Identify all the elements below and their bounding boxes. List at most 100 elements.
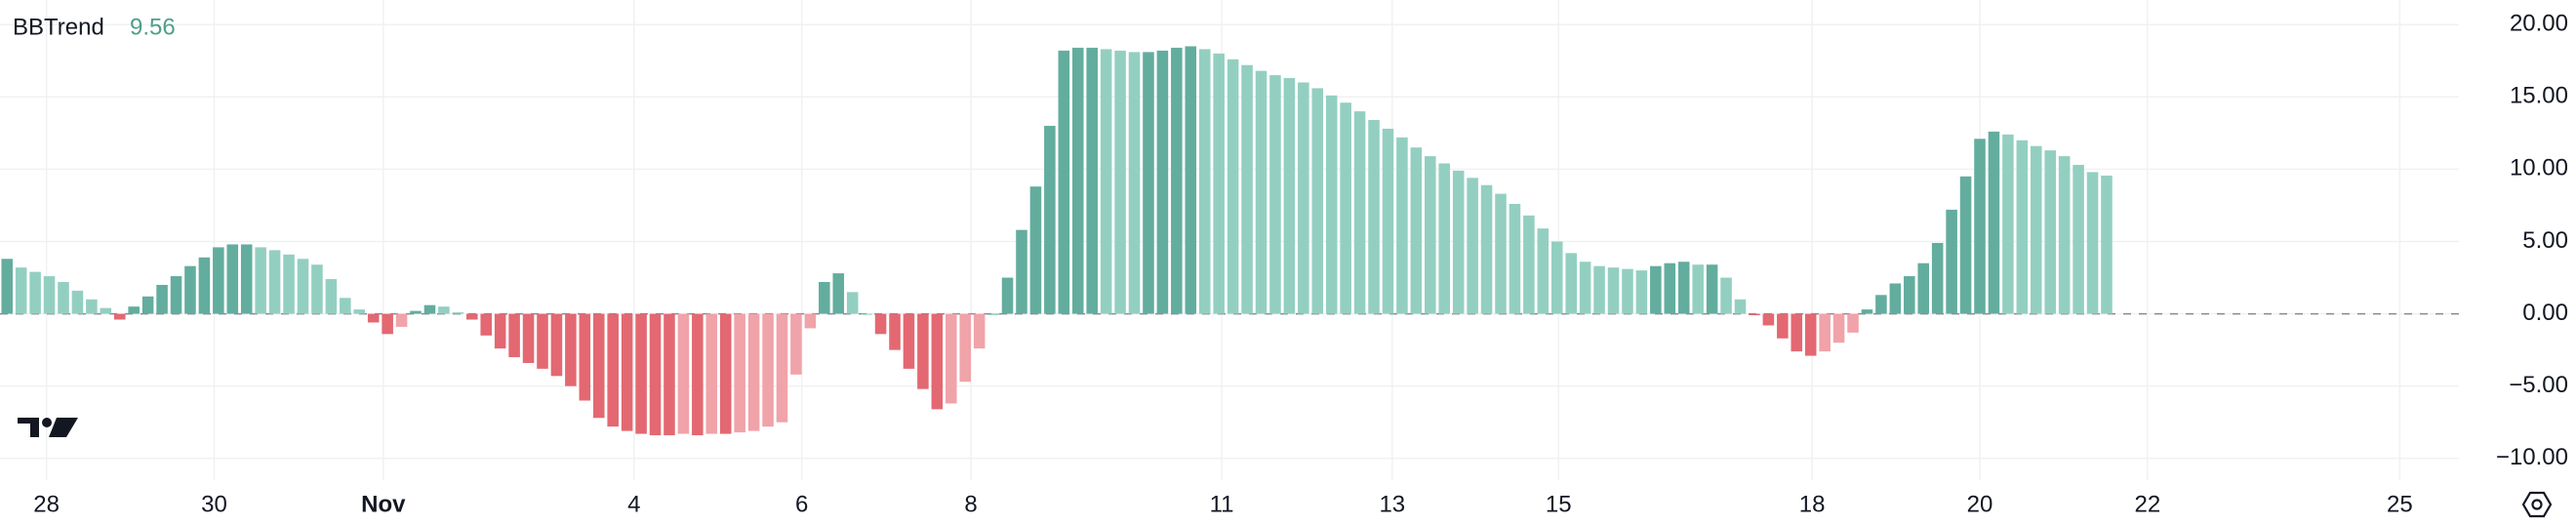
bar — [128, 306, 140, 314]
x-tick-label: 13 — [1379, 491, 1405, 517]
bar — [1777, 313, 1789, 339]
y-tick-label: 5.00 — [2522, 227, 2568, 254]
bar — [1016, 229, 1027, 314]
bar — [1579, 262, 1591, 314]
bar — [1128, 52, 1141, 314]
bar — [1227, 59, 1239, 314]
bar — [874, 313, 887, 335]
bar — [973, 313, 986, 349]
bar — [480, 313, 492, 336]
bar — [2101, 175, 2113, 314]
bar — [2016, 140, 2029, 314]
bar — [522, 313, 535, 363]
bar — [1425, 156, 1436, 314]
bar — [240, 244, 253, 314]
bar — [861, 313, 872, 315]
bar — [1622, 268, 1633, 314]
tradingview-logo — [18, 418, 78, 437]
bar — [423, 304, 436, 314]
bar — [1171, 47, 1183, 314]
bar — [170, 276, 182, 314]
bar — [1495, 193, 1507, 314]
x-tick-label: 11 — [1210, 491, 1234, 517]
x-tick-label: 30 — [201, 491, 227, 517]
x-tick-label: 15 — [1546, 491, 1572, 517]
bar — [790, 313, 802, 375]
bar — [466, 313, 478, 320]
bar — [747, 313, 760, 431]
bar — [71, 290, 84, 314]
bar — [1410, 147, 1423, 314]
bar — [917, 313, 929, 389]
bar — [1185, 46, 1197, 314]
settings-icon[interactable] — [2521, 491, 2553, 518]
bar — [705, 313, 718, 434]
bar — [2073, 164, 2084, 314]
bar — [340, 298, 351, 314]
x-tick-label: 25 — [2387, 491, 2413, 517]
bar — [1804, 313, 1817, 356]
bar — [677, 313, 690, 434]
bar — [2086, 172, 2099, 314]
bar — [494, 313, 506, 349]
bar — [1889, 283, 1902, 314]
bar — [734, 313, 745, 433]
bar — [395, 313, 408, 327]
bar — [1565, 253, 1577, 314]
bar — [353, 309, 366, 314]
bar — [255, 247, 266, 314]
y-tick-label: 10.00 — [2510, 155, 2568, 182]
bar — [1156, 50, 1169, 314]
labels: 20.00 15.00 10.00 5.00 0.00 −5.00 −10.00 28 30 No… — [33, 11, 2568, 518]
bar — [226, 244, 239, 314]
bar — [1241, 64, 1253, 314]
bar — [692, 313, 704, 436]
indicator-title: BBTrend — [13, 14, 104, 40]
bar — [987, 313, 999, 315]
bar — [283, 254, 295, 314]
bar — [1438, 163, 1451, 314]
bar — [2044, 150, 2056, 314]
y-tick-label: −10.00 — [2496, 444, 2568, 470]
bar — [1044, 125, 1056, 314]
y-tick-label: 15.00 — [2510, 83, 2568, 109]
bar — [1396, 137, 1408, 314]
bar — [1635, 270, 1648, 314]
bar — [1706, 264, 1718, 314]
bar — [832, 273, 845, 314]
bar — [903, 313, 915, 369]
bar — [1593, 265, 1605, 314]
y-tick-label: 20.00 — [2510, 11, 2568, 37]
bar — [1904, 276, 1915, 314]
bar — [1832, 313, 1845, 343]
bar — [43, 276, 56, 314]
bar — [452, 312, 464, 314]
bar — [1550, 241, 1563, 314]
bar — [1283, 78, 1296, 314]
x-tick-label: 20 — [1967, 491, 1993, 517]
bar — [1029, 186, 1042, 314]
bar — [1311, 88, 1324, 314]
bar — [931, 313, 944, 410]
bar — [1213, 53, 1225, 314]
bar — [325, 279, 338, 314]
bar — [1917, 262, 1930, 314]
bar — [719, 313, 732, 434]
bar — [1509, 203, 1521, 314]
bar — [2002, 134, 2014, 314]
bar — [1650, 265, 1662, 314]
indicator-value: 9.56 — [130, 14, 176, 40]
bar — [1, 259, 13, 314]
bar — [311, 264, 323, 314]
bar — [762, 313, 774, 427]
bar — [410, 310, 422, 314]
bar — [198, 257, 211, 314]
bar — [565, 313, 577, 386]
x-tick-label: 28 — [33, 491, 60, 517]
bar — [1353, 111, 1366, 314]
bar — [113, 313, 126, 320]
bar — [1523, 215, 1535, 314]
bar — [15, 267, 27, 314]
bar — [29, 271, 41, 314]
